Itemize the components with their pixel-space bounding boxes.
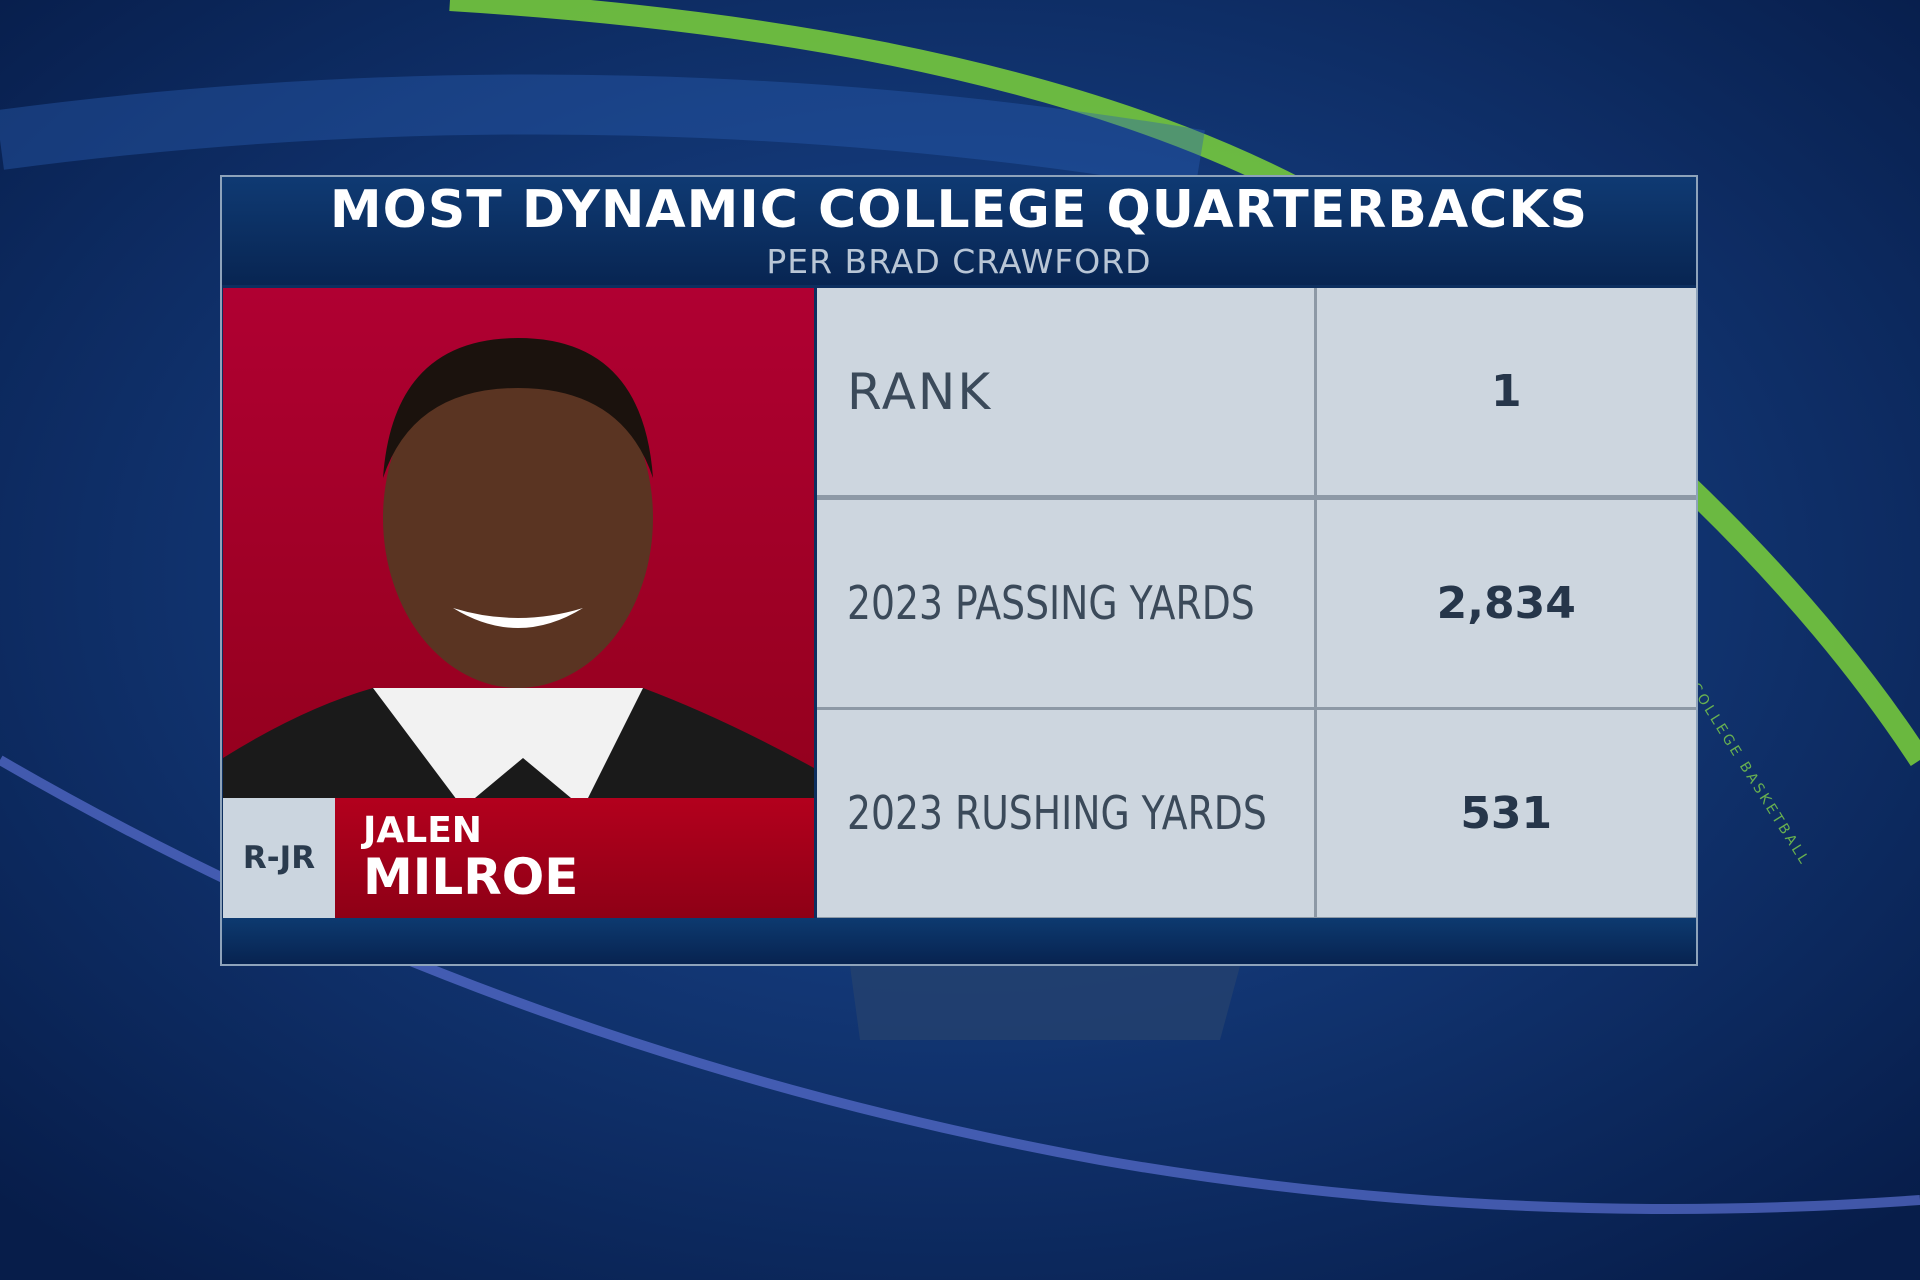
stat-label: 2023 RUSHING YARDS: [847, 786, 1267, 840]
stat-label: RANK: [847, 362, 993, 421]
header-bar: [222, 177, 1696, 285]
stat-value: 2,834: [1436, 577, 1576, 629]
stats-table: RANK 1 2023 PASSING YARDS 2,834 2023 RUSHING…: [817, 288, 1696, 918]
stat-value: 1: [1490, 366, 1522, 417]
footer-bar: [222, 918, 1696, 964]
stat-value-cell: 2,834: [1316, 499, 1696, 707]
title: MOST DYNAMIC COLLEGE QUARTERBACKS: [329, 180, 1589, 240]
stat-label-cell: RANK: [817, 288, 1314, 495]
stat-label-cell: 2023 RUSHING YARDS: [817, 709, 1314, 917]
last-name: MILROE: [363, 848, 579, 906]
subtitle: PER BRAD CRAWFORD: [766, 242, 1152, 281]
stat-value-cell: 1: [1316, 288, 1696, 495]
stat-value-cell: 531: [1316, 709, 1696, 917]
name-box: [335, 798, 814, 918]
stat-label: 2023 PASSING YARDS: [847, 576, 1255, 630]
first-name: JALEN: [363, 810, 482, 851]
player-class: R-JR: [223, 798, 335, 918]
stat-label-cell: 2023 PASSING YARDS: [817, 499, 1314, 707]
stat-value: 531: [1460, 787, 1553, 839]
